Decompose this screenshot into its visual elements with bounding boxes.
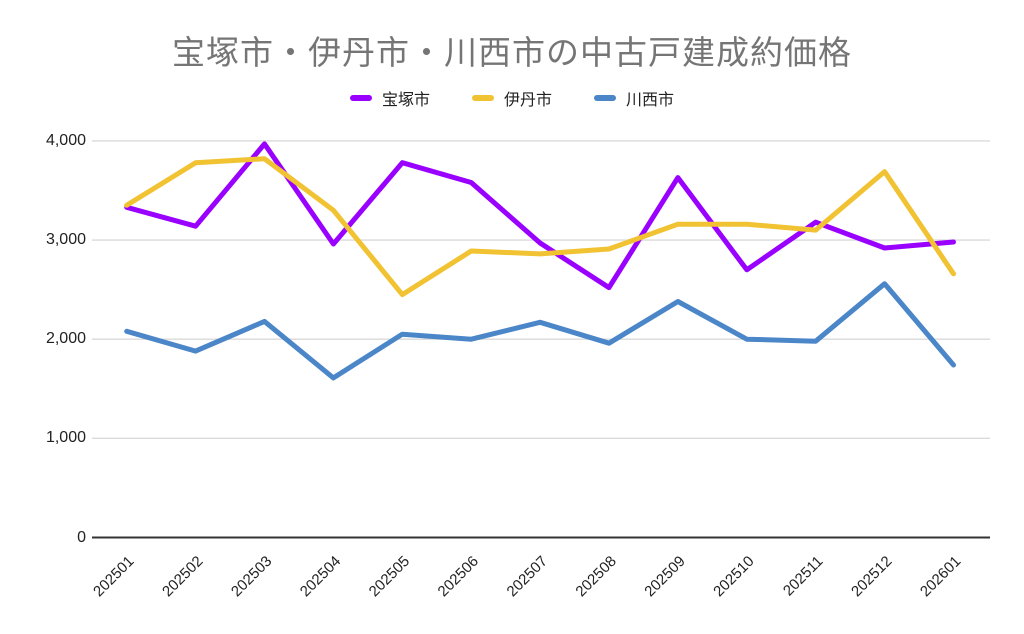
x-tick-label: 202601 <box>917 553 964 600</box>
series-line-伊丹市 <box>124 156 956 298</box>
legend-label-kawanishi: 川西市 <box>626 92 675 109</box>
x-tick-label: 202512 <box>848 553 895 600</box>
legend-item-takarazuka: 宝塚市 <box>349 86 430 110</box>
x-tick-label: 202508 <box>572 553 619 600</box>
x-tick-label: 202501 <box>90 553 137 600</box>
legend-swatch-takarazuka-icon <box>349 95 372 101</box>
series-line-宝塚市 <box>124 141 956 291</box>
y-tick-label: 0 <box>77 528 86 546</box>
x-tick-label: 202502 <box>159 553 206 600</box>
x-tick-label: 202505 <box>366 553 413 600</box>
legend-swatch-itami-icon <box>471 95 494 101</box>
y-tick-label: 2,000 <box>45 330 86 348</box>
y-tick-label: 4,000 <box>45 131 86 149</box>
legend-swatch-kawanishi-icon <box>594 95 616 101</box>
x-tick-label: 202509 <box>641 553 688 600</box>
chart-title: 宝塚市・伊丹市・川西市の中古戸建成約価格 <box>172 34 852 71</box>
x-tick-label: 202504 <box>297 553 344 600</box>
x-tick-label: 202503 <box>228 553 275 600</box>
x-tick-label: 202506 <box>435 553 482 600</box>
x-tick-label: 202511 <box>780 553 827 600</box>
y-tick-label: 3,000 <box>45 231 86 249</box>
y-tick-label: 1,000 <box>45 429 86 447</box>
series-line-川西市 <box>124 281 956 381</box>
legend-label-itami: 伊丹市 <box>503 92 552 109</box>
legend: 宝塚市 伊丹市 川西市 <box>0 86 1024 110</box>
legend-item-itami: 伊丹市 <box>471 86 552 110</box>
legend-label-takarazuka: 宝塚市 <box>381 92 430 109</box>
legend-item-kawanishi: 川西市 <box>594 86 674 110</box>
x-tick-label: 202507 <box>504 553 551 600</box>
x-tick-label: 202510 <box>710 553 757 600</box>
